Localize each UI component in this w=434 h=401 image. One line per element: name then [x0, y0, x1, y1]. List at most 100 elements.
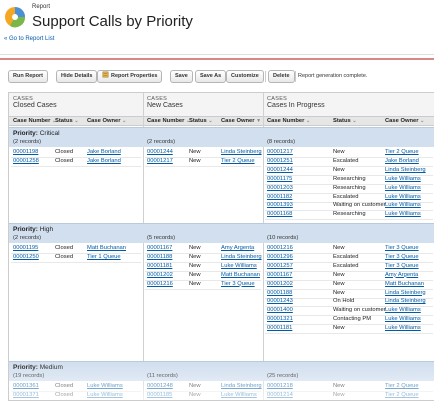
case-owner-link[interactable]: Matt Buchanan: [385, 280, 424, 287]
case-number-link[interactable]: 00001216: [267, 245, 293, 251]
page-title: Support Calls by Priority: [32, 13, 193, 30]
case-owner-link[interactable]: Luke Williams: [221, 262, 257, 269]
field-header[interactable]: Case Owner ▼: [221, 118, 262, 124]
case-owner-link[interactable]: Linda Steinberg: [221, 383, 262, 389]
case-number-link[interactable]: 00001167: [267, 271, 293, 278]
case-owner-link[interactable]: Matt Buchanan: [87, 245, 126, 251]
case-owner-link[interactable]: Luke Williams: [385, 202, 421, 209]
case-number-link[interactable]: 00001244: [267, 166, 293, 173]
record-count: (8 records): [267, 139, 296, 145]
case-number-link[interactable]: 00001188: [147, 253, 173, 260]
header-divider: [0, 54, 434, 55]
case-number-link[interactable]: 00001181: [147, 262, 173, 269]
case-owner-link[interactable]: Luke Williams: [221, 391, 257, 398]
field-header[interactable]: Case Number ⌄: [267, 118, 311, 124]
case-status: New: [333, 325, 345, 332]
field-header[interactable]: Case Number ⌄: [147, 118, 191, 124]
case-owner-link[interactable]: Jake Borland: [385, 157, 419, 164]
case-owner-link[interactable]: Luke Williams: [385, 325, 421, 332]
case-number-link[interactable]: 00001243: [267, 298, 293, 305]
case-number-link[interactable]: 00001217: [147, 157, 173, 164]
case-number-link[interactable]: 00001248: [147, 383, 173, 389]
priority-value: Critical: [39, 130, 60, 137]
case-owner-link[interactable]: Linda Steinberg: [385, 166, 426, 173]
case-number-link[interactable]: 00001400: [267, 307, 293, 314]
save-as-button[interactable]: Save As: [195, 70, 227, 83]
case-owner-link[interactable]: Luke Williams: [385, 307, 421, 314]
report-status-message: Report generation complete.: [298, 73, 368, 79]
go-to-report-list-link[interactable]: « Go to Report List: [4, 36, 55, 42]
case-number-link[interactable]: 00001393: [267, 202, 293, 209]
delete-button[interactable]: Delete: [268, 70, 295, 83]
case-number-link[interactable]: 00001361: [13, 383, 39, 389]
case-owner-link[interactable]: Linda Steinberg: [385, 289, 426, 296]
case-number-link[interactable]: 00001168: [267, 211, 293, 218]
case-number-link[interactable]: 00001218: [267, 383, 293, 389]
case-number-link[interactable]: 00001202: [147, 271, 173, 278]
case-owner-link[interactable]: Tier 3 Queue: [385, 245, 419, 251]
case-number-link[interactable]: 00001198: [13, 149, 39, 155]
case-number-link[interactable]: 00001296: [267, 253, 293, 260]
hide-details-button[interactable]: Hide Details: [56, 70, 98, 83]
report-properties-button[interactable]: Report Properties: [97, 70, 163, 83]
case-number-link[interactable]: 00001321: [267, 316, 293, 323]
case-owner-link[interactable]: Linda Steinberg: [385, 298, 426, 305]
case-owner-link[interactable]: Luke Williams: [385, 211, 421, 218]
case-owner-link[interactable]: Matt Buchanan: [221, 271, 260, 278]
field-header[interactable]: Case Owner ⌄: [385, 118, 425, 124]
save-button[interactable]: Save: [170, 70, 193, 83]
case-number-link[interactable]: 00001182: [267, 193, 293, 200]
case-number-link[interactable]: 00001203: [267, 184, 293, 191]
case-owner-link[interactable]: Amy Argenta: [385, 271, 419, 278]
case-owner-link[interactable]: Tier 2 Queue: [385, 149, 419, 155]
case-owner-link[interactable]: Tier 3 Queue: [385, 262, 419, 269]
priority-label: Priority: High: [13, 226, 53, 233]
row-separator: [265, 288, 433, 290]
field-header[interactable]: Status ⌄: [189, 118, 213, 124]
case-owner-link[interactable]: Luke Williams: [385, 175, 421, 182]
field-header-row: Case Number ⌄ Status ⌄ Case Owner ⌄: [9, 116, 143, 126]
case-owner-link[interactable]: Tier 3 Queue: [221, 280, 255, 287]
case-owner-link[interactable]: Luke Williams: [87, 391, 123, 398]
case-owner-link[interactable]: Tier 2 Queue: [385, 383, 419, 389]
case-owner-link[interactable]: Jake Borland: [87, 149, 121, 155]
case-number-link[interactable]: 00001167: [147, 245, 173, 251]
case-owner-link[interactable]: Linda Steinberg: [221, 253, 262, 260]
case-owner-link[interactable]: Linda Steinberg: [221, 149, 262, 155]
case-number-link[interactable]: 00001181: [267, 325, 293, 332]
case-owner-link[interactable]: Tier 2 Queue: [221, 157, 255, 164]
case-number-link[interactable]: 00001244: [147, 149, 173, 155]
case-number-link[interactable]: 00001185: [147, 391, 173, 398]
field-header[interactable]: Case Number ⌄: [13, 118, 57, 124]
record-count: (2 records): [147, 139, 176, 145]
case-number-link[interactable]: 00001258: [13, 157, 39, 164]
case-owner-link[interactable]: Luke Williams: [385, 184, 421, 191]
field-header[interactable]: Case Owner ⌄: [87, 118, 127, 124]
case-owner-link[interactable]: Luke Williams: [385, 316, 421, 323]
row-separator: [265, 333, 433, 335]
case-number-link[interactable]: 00001216: [147, 280, 173, 287]
case-number-link[interactable]: 00001202: [267, 280, 293, 287]
case-status: New: [189, 157, 201, 164]
case-number-link[interactable]: 00001250: [13, 253, 39, 260]
field-header[interactable]: Status ⌄: [55, 118, 79, 124]
case-number-link[interactable]: 00001214: [267, 391, 293, 398]
case-number-link[interactable]: 00001257: [267, 262, 293, 269]
case-number-link[interactable]: 00001371: [13, 391, 39, 398]
case-owner-link[interactable]: Tier 1 Queue: [87, 253, 121, 260]
case-owner-link[interactable]: Amy Argenta: [221, 245, 255, 251]
case-owner-link[interactable]: Tier 2 Queue: [385, 391, 419, 398]
customize-button[interactable]: Customize: [226, 70, 264, 83]
case-owner-link[interactable]: Tier 3 Queue: [385, 253, 419, 260]
run-report-button[interactable]: Run Report: [8, 70, 48, 83]
case-owner-link[interactable]: Luke Williams: [385, 193, 421, 200]
case-owner-link[interactable]: Luke Williams: [87, 383, 123, 389]
field-header[interactable]: Status ⌄: [333, 118, 357, 124]
case-number-link[interactable]: 00001175: [267, 175, 293, 182]
case-number-link[interactable]: 00001188: [267, 289, 293, 296]
case-number-link[interactable]: 00001251: [267, 157, 293, 164]
row-separator: [145, 279, 261, 281]
case-owner-link[interactable]: Jake Borland: [87, 157, 121, 164]
case-number-link[interactable]: 00001195: [13, 245, 39, 251]
case-number-link[interactable]: 00001217: [267, 149, 293, 155]
